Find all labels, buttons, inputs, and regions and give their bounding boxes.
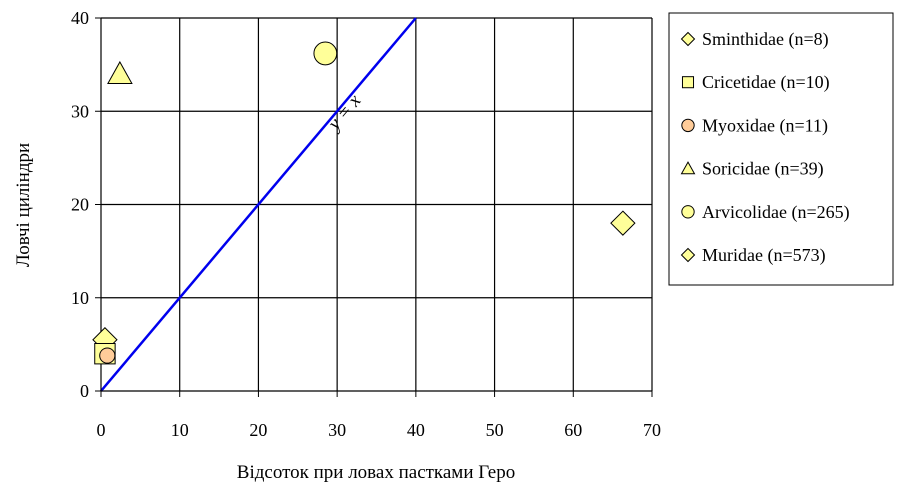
y-axis-label: Ловчі циліндри	[13, 143, 34, 267]
x-tick-label: 70	[643, 420, 661, 440]
axes	[95, 17, 653, 397]
legend-label: Muridae (n=573)	[702, 245, 826, 266]
x-axis-label: Відсоток при ловах пастками Геро	[237, 462, 515, 483]
legend-label: Myoxidae (n=11)	[702, 115, 828, 136]
data-point-triangle	[107, 60, 133, 85]
legend-label: Arvicolidae (n=265)	[702, 202, 850, 223]
legend-symbol-diamond	[680, 247, 696, 263]
data-points	[92, 41, 636, 365]
y-tick-label: 20	[71, 195, 89, 215]
x-tick-label: 30	[328, 420, 346, 440]
legend-symbol-circle	[681, 205, 695, 219]
legend-symbol-square	[681, 76, 695, 89]
y-tick-labels: 0 10 20 30 40	[71, 8, 89, 401]
y-tick-label: 30	[71, 101, 89, 121]
legend: Sminthidae (n=8) Cricetidae (n=10) Myoxida…	[668, 12, 894, 286]
x-tick-label: 10	[171, 420, 189, 440]
x-tick-label: 20	[249, 420, 267, 440]
data-point-diamond	[610, 210, 636, 236]
x-tick-label: 40	[407, 420, 425, 440]
x-tick-label: 60	[564, 420, 582, 440]
x-tick-labels: 0 10 20 30 40 50 60 70	[97, 420, 662, 440]
legend-label: Sminthidae (n=8)	[702, 29, 829, 50]
legend-symbol-circle	[681, 118, 695, 133]
data-point-circle	[313, 41, 338, 66]
y-tick-label: 40	[71, 8, 89, 28]
reference-line	[100, 17, 417, 392]
legend-symbol-triangle	[680, 161, 696, 175]
y-tick-label: 10	[71, 288, 89, 308]
legend-symbol-diamond	[680, 31, 696, 47]
x-tick-label: 0	[97, 420, 106, 440]
reference-line-label: y = x	[323, 90, 366, 135]
data-point-circle	[99, 347, 116, 364]
legend-label: Cricetidae (n=10)	[702, 72, 830, 93]
legend-label: Soricidae (n=39)	[702, 159, 824, 180]
grid-lines	[101, 17, 653, 391]
legend-box	[668, 12, 894, 286]
x-tick-label: 50	[486, 420, 504, 440]
y-tick-label: 0	[80, 381, 89, 401]
